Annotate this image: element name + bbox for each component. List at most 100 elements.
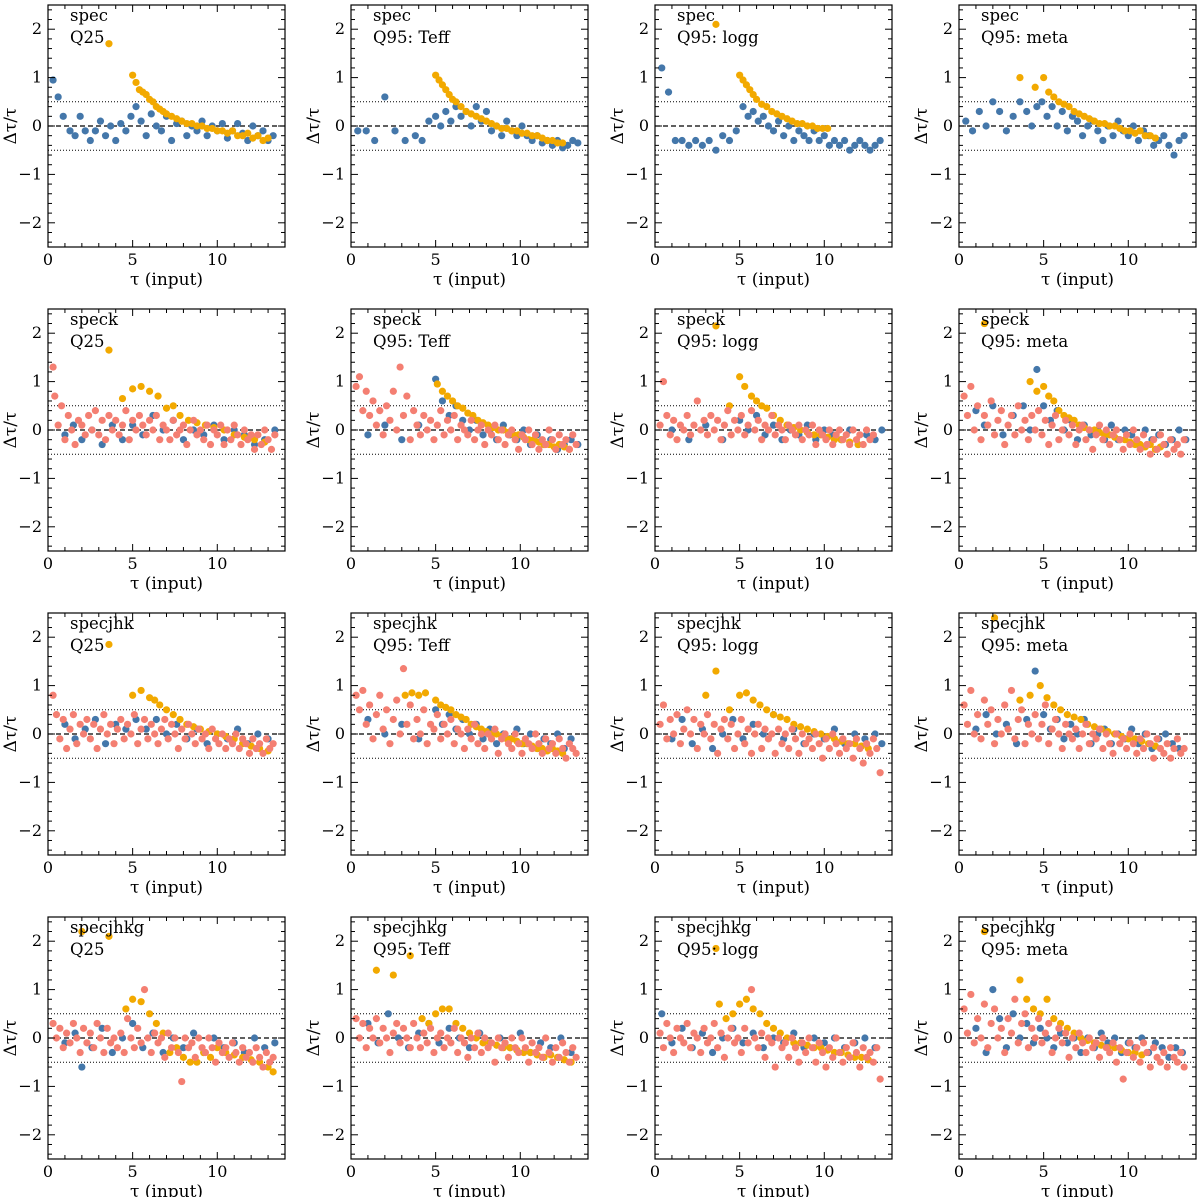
data-point [1177,1048,1185,1057]
data-point [1119,445,1127,453]
data-point [1058,1039,1066,1047]
data-point [676,740,684,748]
data-point [967,990,975,999]
data-point [543,136,551,145]
data-point [754,117,762,125]
data-point [688,740,696,748]
y-axis-label: Δτ/τ [608,1020,628,1057]
data-point [193,122,201,130]
data-point [1009,112,1017,120]
data-point [670,416,678,424]
data-point [1095,119,1104,128]
data-point [742,689,751,697]
data-point [1075,744,1083,753]
data-point [1007,1029,1016,1037]
data-point [467,735,475,743]
data-point [820,132,828,140]
panel-specjhk-3: 0 5 10 −2 −1 0 1 2 τ (input) Δτ/τ specjhk Q95: logg [608,612,893,898]
x-tick-label: 0 [650,554,660,573]
data-point [203,421,211,429]
data-point [727,1024,735,1032]
data-point [742,995,751,1003]
data-point [1026,378,1034,386]
data-point [1092,431,1100,439]
data-point [1034,407,1043,415]
data-point [673,436,681,444]
data-point [129,385,137,393]
data-point [1150,141,1158,149]
data-point [1043,995,1051,1003]
data-point [206,1053,215,1061]
panel-specjhk-4: 0 5 10 −2 −1 0 1 2 τ (input) Δτ/τ specjhk Q95: meta [912,612,1197,898]
data-point [1072,1044,1080,1052]
x-tick-label: 0 [954,554,964,573]
data-point [188,730,196,738]
data-point [542,440,550,449]
data-point [707,1034,715,1042]
data-point [791,431,800,439]
data-point [1018,1019,1026,1028]
data-point [680,426,688,434]
x-tick-label: 10 [814,1162,834,1181]
data-point [720,715,729,724]
data-point [1031,426,1039,434]
data-point [112,416,120,424]
data-point [1156,431,1165,439]
data-point [105,346,113,354]
data-point [403,392,411,400]
data-point [697,426,705,434]
data-point [426,1024,435,1032]
series-salmon [49,691,277,757]
data-point [857,1053,866,1061]
data-point [467,122,475,130]
y-axis-label: Δτ/τ [1,1020,21,1057]
data-point [720,1053,729,1061]
data-point [521,436,529,444]
y-tick-label: −1 [625,772,649,791]
data-point [1146,740,1154,748]
data-point [700,416,708,424]
x-tick-label: 5 [128,858,138,877]
data-point [1055,730,1063,738]
data-point [1172,1044,1180,1052]
data-point [1055,1024,1063,1032]
data-point [859,1044,867,1052]
data-point [191,740,199,748]
data-point [788,725,796,733]
data-point [1068,1034,1077,1042]
y-tick-label: 0 [639,420,649,439]
data-point [118,394,127,403]
data-point [1048,725,1056,733]
data-point [1070,713,1078,721]
y-axis-label: Δτ/τ [304,1020,324,1057]
data-point [863,426,871,434]
y-tick-label: 0 [943,420,953,439]
data-point [508,426,516,434]
data-point [727,431,735,439]
y-tick-label: 1 [335,980,345,999]
x-tick-label: 5 [431,858,441,877]
data-point [1028,1024,1036,1032]
data-point [88,426,96,434]
data-point [1021,740,1029,748]
data-point [96,725,105,733]
data-point [438,397,447,405]
data-point [734,426,742,434]
data-point [866,749,874,757]
data-point [149,426,157,434]
data-point [1082,436,1090,444]
data-point [1078,132,1087,140]
y-tick-label: 2 [639,323,649,342]
data-point [140,715,149,724]
data-point [846,740,854,748]
data-point [658,1010,666,1018]
data-point [839,1058,847,1066]
data-point [105,640,113,649]
data-point [1165,1053,1173,1061]
data-point [866,146,874,154]
data-point [1058,426,1066,434]
data-point [781,730,789,738]
y-tick-label: −2 [18,821,42,840]
y-tick-label: 1 [943,68,953,87]
data-point [118,421,127,429]
